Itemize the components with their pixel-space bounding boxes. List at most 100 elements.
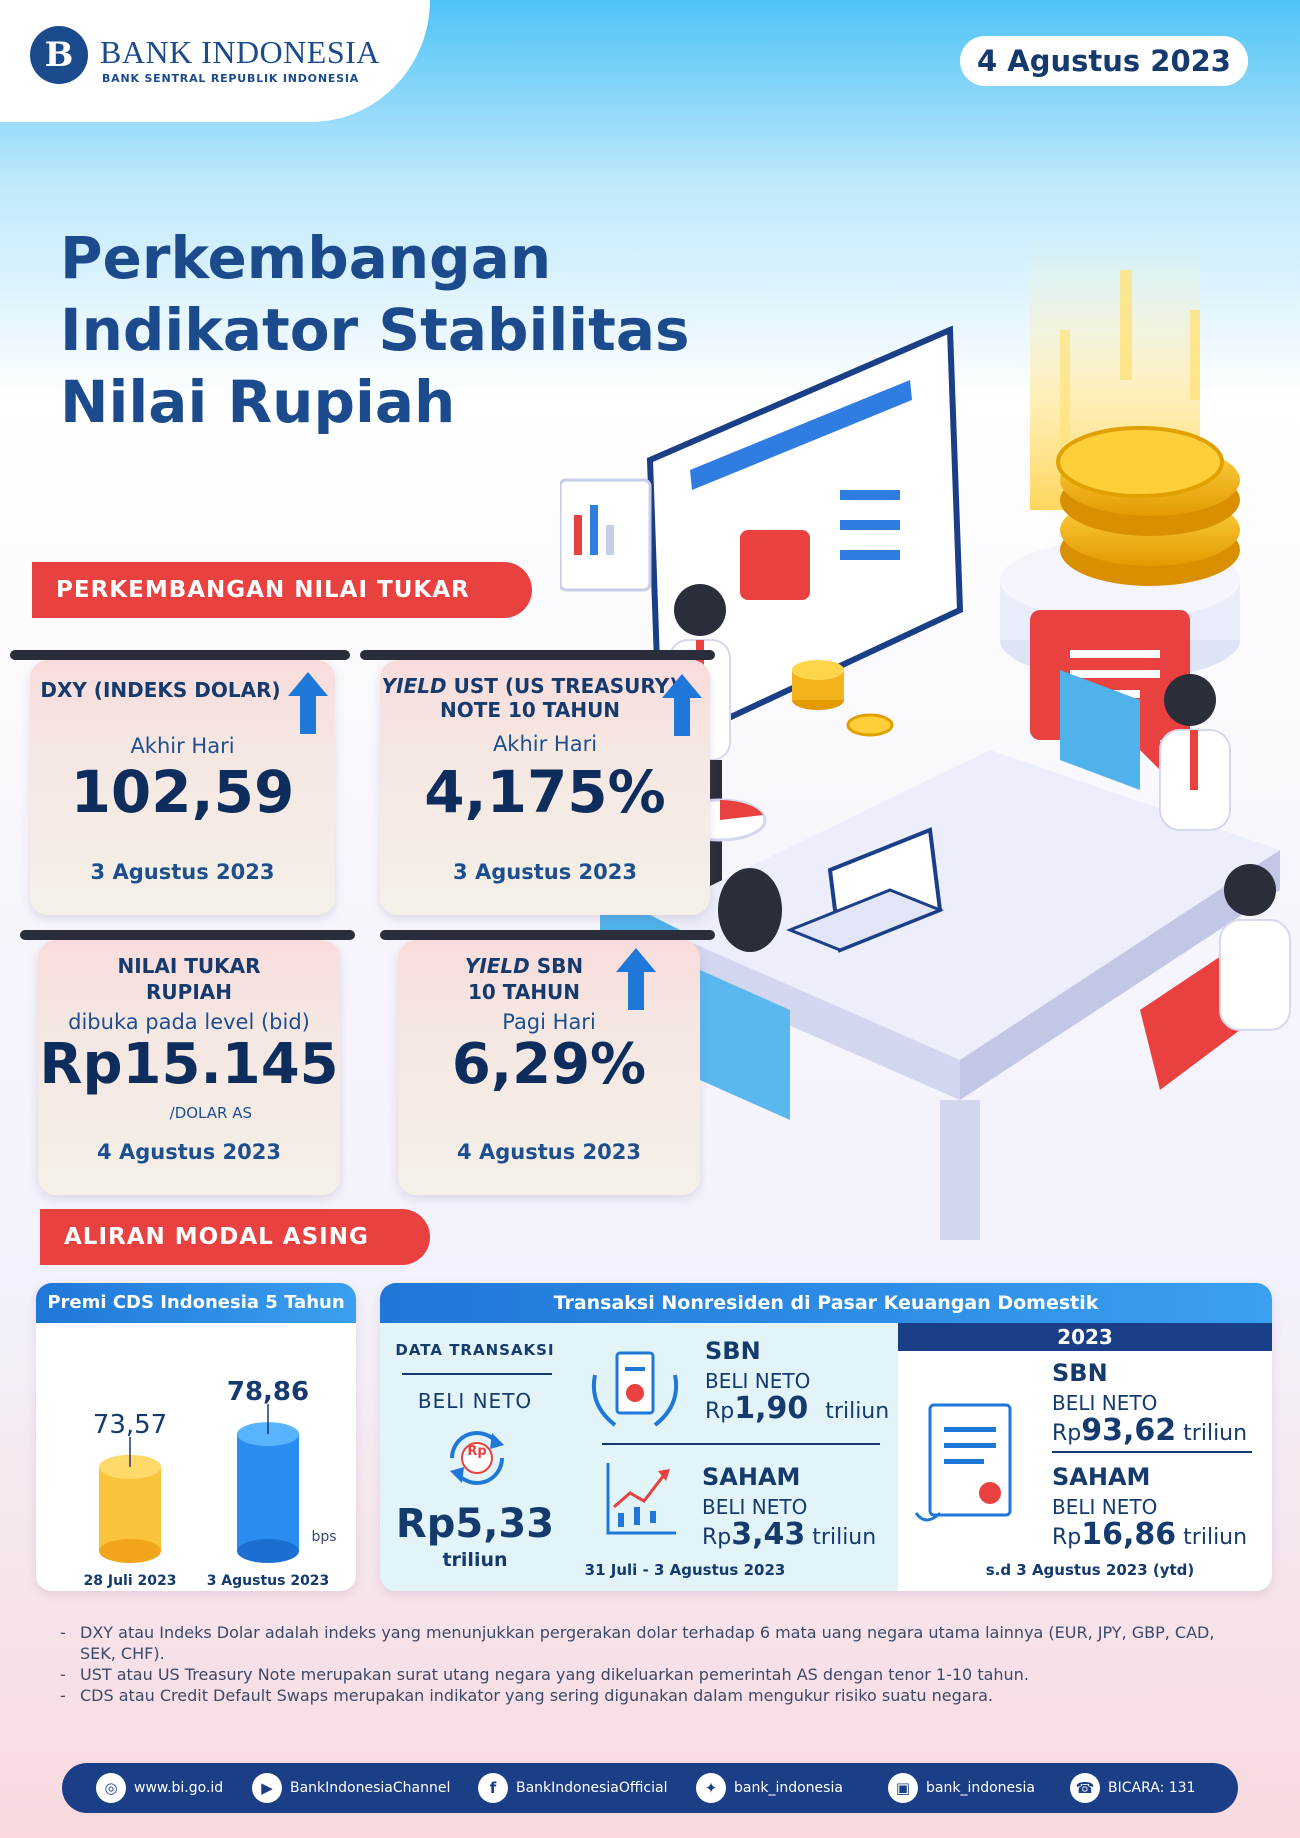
ytd-sbn-name: SBN — [1052, 1359, 1108, 1387]
ytd-saham-value: 16,86 — [1081, 1517, 1177, 1552]
sbn-value-line: Rp1,90 triliun — [705, 1391, 889, 1426]
logo-subtitle: BANK SENTRAL REPUBLIK INDONESIA — [102, 72, 360, 85]
ytd-saham-unit: triliun — [1183, 1525, 1248, 1550]
title-line-1: Perkembangan — [60, 224, 552, 292]
cds-title: Premi CDS Indonesia 5 Tahun — [36, 1283, 356, 1323]
camera-icon: ▣ — [888, 1773, 918, 1803]
person-figure — [1164, 674, 1216, 726]
sbn-yield-title: YIELD SBN — [398, 954, 700, 978]
cds-date-label: 3 Agustus 2023 — [207, 1573, 330, 1589]
cds-unit-label: bps — [311, 1529, 336, 1545]
divider — [1052, 1451, 1252, 1453]
rupiah-title-2: RUPIAH — [146, 980, 232, 1004]
footnote: CDS atau Credit Default Swaps merupakan … — [60, 1685, 1246, 1706]
play-icon: ▶ — [252, 1773, 282, 1803]
logo-name: BANK INDONESIA — [100, 34, 380, 70]
certificate-icon — [592, 1351, 678, 1427]
sbn-value: 1,90 — [734, 1391, 809, 1426]
total-net-label: BELI NETO — [417, 1389, 533, 1413]
dxy-value: 102,59 — [70, 758, 295, 826]
card-rod — [10, 650, 350, 660]
cds-bar-base — [99, 1539, 161, 1563]
saham-value: 3,43 — [731, 1517, 806, 1552]
footer-twitter-link[interactable]: ✦ bank_indonesia — [696, 1772, 843, 1804]
ust-title-rest: UST (US TREASURY) — [446, 674, 679, 698]
footer-facebook-text: BankIndonesiaOfficial — [516, 1780, 668, 1796]
sbn-yield-date: 4 Agustus 2023 — [457, 1140, 641, 1164]
total-amount: 5,33 — [455, 1501, 555, 1547]
ust-sub: Akhir Hari — [492, 732, 598, 756]
bank-indonesia-logo-icon: B — [30, 26, 88, 84]
globe-icon: ◎ — [96, 1773, 126, 1803]
nonresident-title: Transaksi Nonresiden di Pasar Keuangan D… — [380, 1283, 1272, 1323]
report-date: 4 Agustus 2023 — [960, 36, 1248, 86]
footer-web-text: www.bi.go.id — [134, 1780, 224, 1796]
ust-title-italic: YIELD — [381, 674, 447, 698]
ytd-sbn-unit: triliun — [1183, 1421, 1248, 1446]
rupiah-unit: /DOLAR AS — [169, 1104, 252, 1122]
cds-value-label: 78,86 — [227, 1377, 309, 1407]
sbn-yield-sub: Pagi Hari — [502, 1010, 596, 1034]
ust-date: 3 Agustus 2023 — [453, 860, 637, 884]
office-illustration — [560, 230, 1291, 1240]
bird-icon: ✦ — [696, 1773, 726, 1803]
dxy-title: DXY (INDEKS DOLAR) — [40, 678, 281, 702]
card-rod — [360, 650, 715, 660]
sbn-yield-title-italic: YIELD — [464, 954, 530, 978]
facebook-icon: f — [478, 1773, 508, 1803]
cds-bar — [237, 1434, 299, 1551]
ytd-year: 2023 — [898, 1323, 1272, 1351]
rupiah-sub: dibuka pada level (bid) — [68, 1010, 310, 1034]
saham-value-line: Rp3,43 triliun — [702, 1517, 876, 1552]
ytd-saham-prefix: Rp — [1052, 1525, 1082, 1550]
arrow-up-icon — [616, 948, 656, 1010]
sbn-yield-value: 6,29% — [451, 1032, 647, 1097]
footer-bicara-text: BICARA: 131 — [1108, 1780, 1196, 1796]
sbn-prefix: Rp — [705, 1399, 735, 1424]
dxy-sub: Akhir Hari — [130, 734, 235, 758]
footer-bicara-link[interactable]: ☎ BICARA: 131 — [1070, 1772, 1195, 1804]
ust-title-2: NOTE 10 TAHUN — [439, 698, 621, 722]
footer-web-link[interactable]: ◎ www.bi.go.id — [96, 1772, 223, 1804]
title-line-2: Indikator Stabilitas — [60, 296, 690, 364]
rupiah-date: 4 Agustus 2023 — [97, 1140, 281, 1164]
saham-unit: triliun — [812, 1525, 877, 1550]
saham-prefix: Rp — [702, 1525, 732, 1550]
rupiah-title-1: NILAI TUKAR — [117, 954, 261, 978]
title-line-3: Nilai Rupiah — [60, 368, 456, 436]
divider — [402, 1373, 552, 1375]
stock-chart-icon — [606, 1463, 676, 1535]
rp-badge: Rp — [467, 1444, 487, 1459]
ust-title: YIELD UST (US TREASURY) — [380, 674, 710, 698]
total-unit: triliun — [442, 1549, 508, 1571]
cds-bar — [99, 1466, 161, 1551]
dxy-card: DXY (INDEKS DOLAR) Akhir Hari 102,59 3 A… — [30, 660, 335, 915]
ytd-saham-net-label: BELI NETO — [1052, 1495, 1158, 1519]
footer-facebook-link[interactable]: f BankIndonesiaOfficial — [478, 1772, 667, 1804]
cds-bar-base — [237, 1539, 299, 1563]
phone-icon: ☎ — [1070, 1773, 1100, 1803]
ytd-saham-name: SAHAM — [1052, 1463, 1151, 1491]
ytd-period: s.d 3 Agustus 2023 (ytd) — [985, 1561, 1195, 1579]
exchange-cycle-icon — [450, 1431, 504, 1485]
saham-name: SAHAM — [702, 1463, 801, 1491]
footer-twitter-text: bank_indonesia — [734, 1780, 843, 1796]
cds-date-label: 28 Juli 2023 — [84, 1573, 177, 1589]
footer-instagram-link[interactable]: ▣ bank_indonesia — [888, 1772, 1035, 1804]
sbn-yield-title-rest: SBN — [529, 954, 584, 978]
saham-net-label: BELI NETO — [702, 1495, 808, 1519]
section-tag-capital-flow: ALIRAN MODAL ASING — [40, 1209, 430, 1265]
card-rod — [20, 930, 355, 940]
footer-youtube-link[interactable]: ▶ BankIndonesiaChannel — [252, 1772, 450, 1804]
footnote: UST atau US Treasury Note merupakan sura… — [60, 1664, 1246, 1685]
footer-youtube-text: BankIndonesiaChannel — [290, 1780, 451, 1796]
rupiah-card: NILAI TUKAR RUPIAH dibuka pada level (bi… — [38, 940, 340, 1195]
divider — [602, 1443, 880, 1445]
presenter-figure — [674, 584, 726, 636]
footnotes: DXY atau Indeks Dolar adalah indeks yang… — [60, 1622, 1246, 1706]
cds-chart: 73,57 28 Juli 2023 78,86 3 Agustus 2023 bps — [84, 1377, 337, 1589]
weekly-period: 31 Juli - 3 Agustus 2023 — [584, 1561, 786, 1579]
sbn-unit: triliun — [825, 1399, 890, 1424]
total-prefix: Rp — [395, 1501, 456, 1547]
sbn-yield-title-2: 10 TAHUN — [467, 980, 581, 1004]
